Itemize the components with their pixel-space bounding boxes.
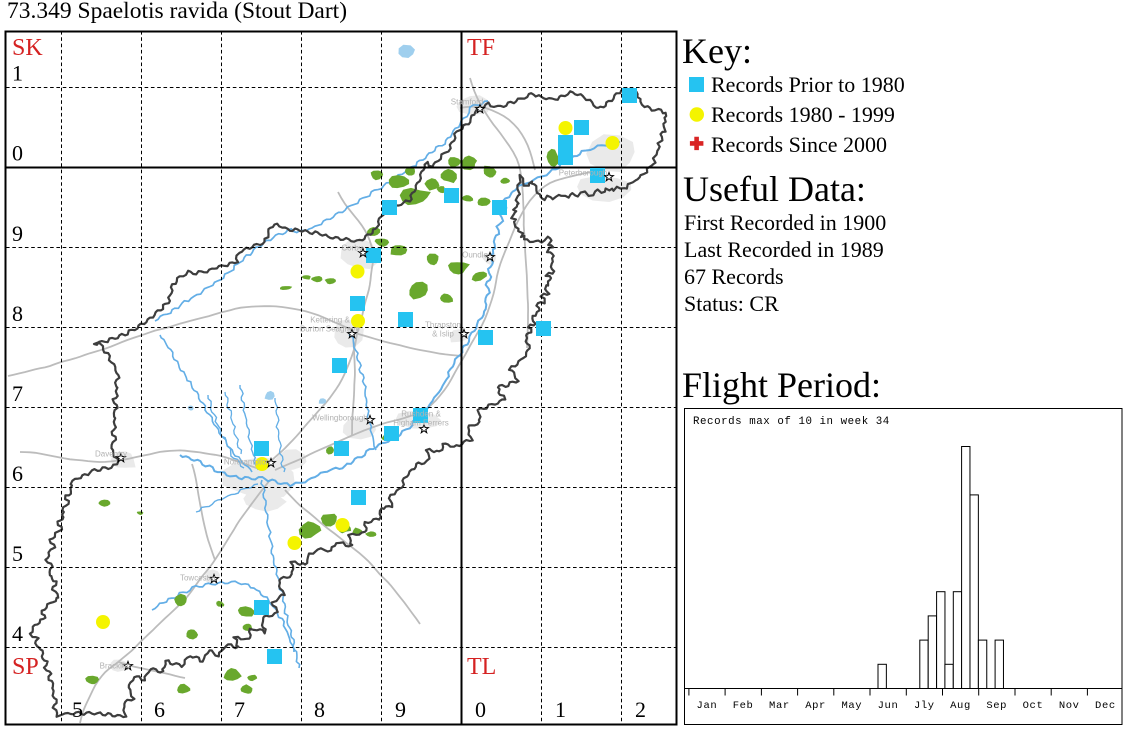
svg-text:Northampton: Northampton [224, 458, 270, 467]
svg-text:9: 9 [12, 221, 23, 246]
svg-text:5: 5 [12, 541, 23, 566]
svg-text:6: 6 [154, 697, 165, 722]
svg-text:2: 2 [635, 697, 646, 722]
svg-text:Mar: Mar [769, 700, 790, 712]
svg-text:0: 0 [475, 697, 486, 722]
svg-text:Jan: Jan [697, 700, 718, 712]
svg-text:7: 7 [234, 697, 245, 722]
svg-text:6: 6 [12, 461, 23, 486]
svg-text:Feb: Feb [733, 700, 754, 712]
svg-text:Peterborough: Peterborough [559, 169, 607, 178]
svg-text:Rushden &: Rushden & [401, 410, 441, 419]
svg-text:Sep: Sep [986, 700, 1007, 712]
svg-text:Apr: Apr [805, 700, 826, 712]
svg-text:Oct: Oct [1023, 700, 1044, 712]
svg-text:5: 5 [72, 697, 83, 722]
svg-text:Burton Seagrave: Burton Seagrave [300, 325, 361, 334]
svg-text:Thrapston: Thrapston [425, 321, 461, 330]
svg-text:4: 4 [12, 621, 23, 646]
svg-text:Jly: Jly [914, 700, 935, 712]
svg-text:Aug: Aug [950, 700, 971, 712]
svg-text:Higham Ferrers: Higham Ferrers [393, 419, 449, 428]
svg-text:TF: TF [467, 35, 495, 61]
svg-text:Towcester: Towcester [180, 574, 216, 583]
svg-text:SP: SP [12, 654, 39, 680]
svg-text:Jun: Jun [878, 700, 899, 712]
svg-text:9: 9 [395, 697, 406, 722]
svg-text:Daventry: Daventry [95, 450, 127, 459]
svg-text:Oundle: Oundle [462, 251, 488, 260]
svg-text:Kettering &: Kettering & [310, 316, 350, 325]
svg-text:Brackley: Brackley [100, 662, 131, 671]
svg-text:0: 0 [12, 141, 23, 166]
svg-text:8: 8 [12, 301, 23, 326]
svg-text:1: 1 [12, 61, 23, 86]
svg-text:SK: SK [12, 35, 43, 61]
svg-text:8: 8 [314, 697, 325, 722]
svg-text:& Islip: & Islip [432, 330, 454, 339]
svg-text:TL: TL [467, 654, 496, 680]
svg-text:Records max of 10 in week 34: Records max of 10 in week 34 [693, 416, 890, 428]
svg-text:Dec: Dec [1095, 700, 1116, 712]
svg-text:Nov: Nov [1059, 700, 1080, 712]
svg-text:Wellingborough: Wellingborough [312, 414, 367, 423]
svg-text:May: May [841, 700, 862, 712]
svg-text:1: 1 [555, 697, 566, 722]
svg-text:Stamford: Stamford [451, 98, 483, 107]
svg-text:7: 7 [12, 381, 23, 406]
svg-text:Corby: Corby [341, 244, 362, 253]
